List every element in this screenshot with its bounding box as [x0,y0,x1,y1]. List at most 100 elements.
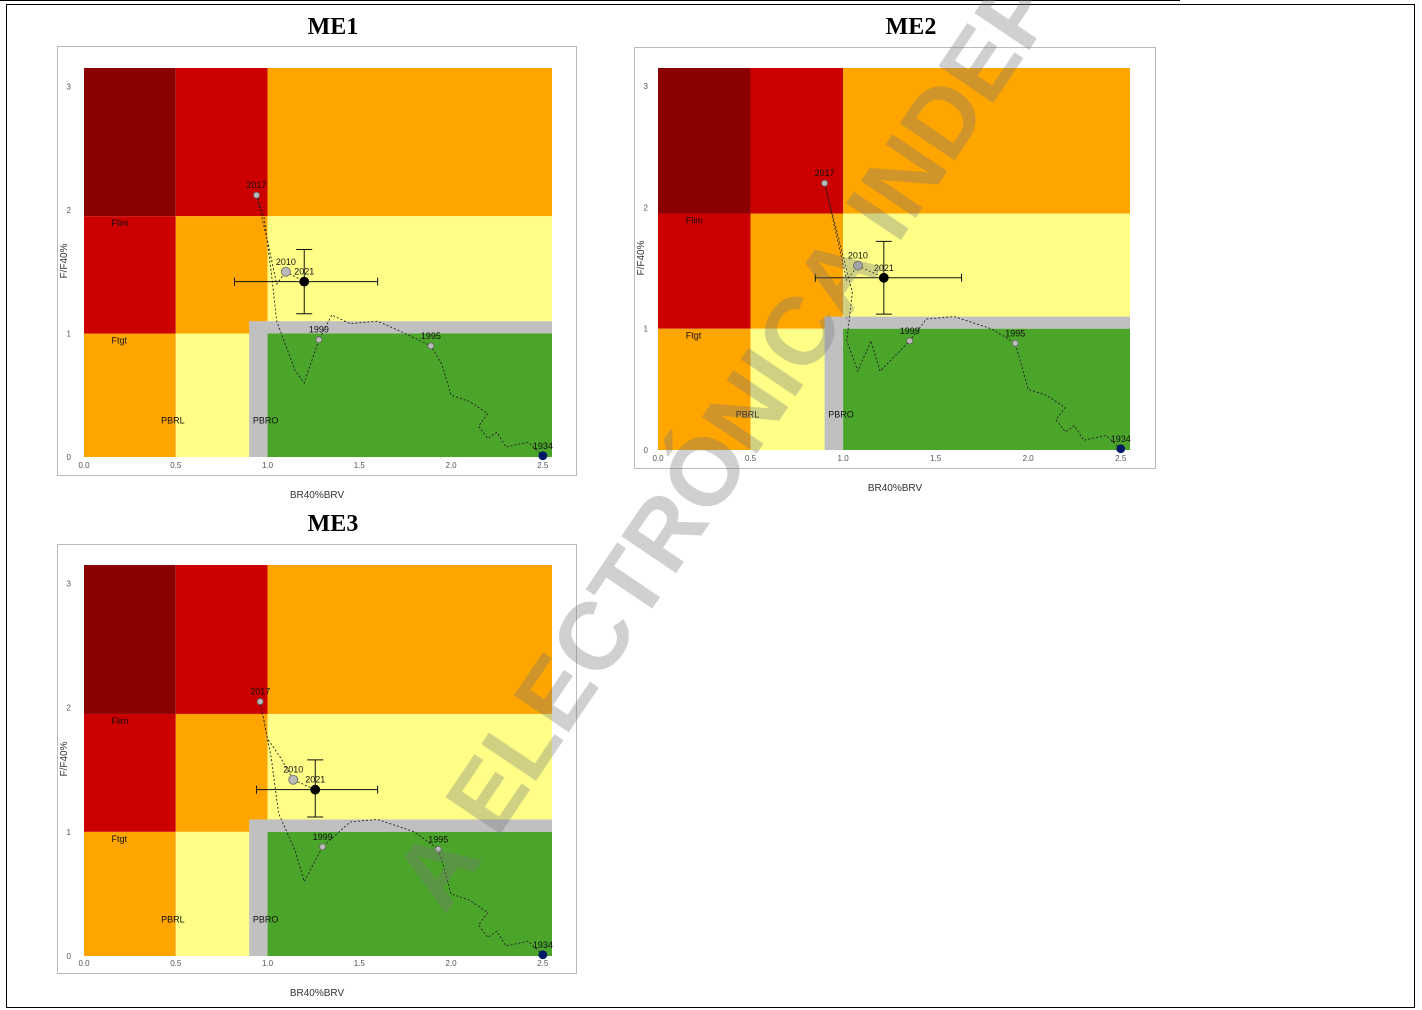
zone-red-top [750,68,844,214]
zone-orange-low [84,831,176,956]
zone-green [267,333,552,457]
zone-dark-red [658,68,751,214]
y-tick-label: 0 [67,952,72,961]
zone-orange-low [658,328,751,450]
year-label-1995: 1995 [421,331,441,341]
kobe-plot-me1: 0.0 0.5 1.0 1.5 2.0 2.5 0 1 2 3 BR40%BRV F/F40% Flim… [57,46,577,501]
point-1995 [427,342,435,350]
y-tick-label: 2 [67,206,72,215]
ftgt-label: Ftgt [686,331,702,341]
zone-grey-h [267,321,552,334]
x-tick-label: 1.0 [262,461,274,470]
point-1995 [1011,339,1019,347]
zone-orange-mid [175,713,268,832]
zone-dark-red [84,565,176,714]
point-1934 [1116,444,1126,454]
kobe-plot-me2: 0.0 0.5 1.0 1.5 2.0 2.5 0 1 2 3 BR40%BRV F/F40% Flim… [634,47,1156,494]
pbro-label: PBRO [253,416,279,426]
x-tick-label: 2.5 [537,461,549,470]
point-1934 [538,451,548,461]
zone-green [843,328,1130,450]
zone-orange-top [267,68,552,217]
x-tick-label: 0.0 [652,454,664,463]
point-1999 [315,336,323,344]
zone-grey-v [249,321,268,457]
zone-grey-h [843,316,1130,329]
year-label-1999: 1999 [309,325,329,335]
page-frame [6,4,1415,1008]
year-label-2010: 2010 [276,257,296,267]
zone-red-mid [84,216,176,334]
x-tick-label: 2.0 [1023,454,1035,463]
point-2021 [310,784,321,795]
point-1934 [538,950,548,960]
x-tick-label: 1.0 [262,959,274,968]
y-tick-label: 3 [67,580,72,589]
x-tick-label: 1.0 [838,454,850,463]
flim-label: Flim [112,218,129,228]
y-tick-label: 2 [644,203,649,212]
point-2010 [288,774,299,785]
zone-orange-low [84,333,176,457]
year-label-1999: 1999 [313,832,333,842]
trajectory-line [256,195,544,457]
year-label-2010: 2010 [283,765,303,775]
x-tick-label: 1.5 [354,959,366,968]
point-2017 [821,179,828,187]
x-tick-label: 2.5 [537,959,549,968]
flim-label: Flim [112,716,129,726]
zone-orange-top [843,68,1130,214]
chart-title-me1: ME1 [307,14,359,40]
zone-dark-red [84,68,176,217]
zone-red-mid [658,213,751,329]
point-2017 [253,191,260,199]
y-axis-label: F/F40% [59,243,70,278]
zone-orange-mid [750,213,844,329]
year-label-2017: 2017 [247,180,267,190]
x-tick-label: 0.0 [78,461,90,470]
trajectory-line [824,183,1122,450]
x-tick-label: 1.5 [354,461,366,470]
year-label-1934: 1934 [533,441,553,451]
x-tick-label: 2.0 [445,959,457,968]
point-2021 [299,276,310,287]
zone-red-mid [84,713,176,832]
y-tick-label: 0 [67,453,72,462]
year-label-2021: 2021 [294,267,314,277]
zone-yellow-mid [267,216,552,322]
x-axis-label: BR40%BRV [868,483,923,494]
pbrl-label: PBRL [161,914,185,924]
year-label-2010: 2010 [848,251,868,261]
year-label-1995: 1995 [1005,328,1025,338]
year-label-2021: 2021 [305,775,325,785]
zone-green [267,831,552,956]
x-tick-label: 0.0 [78,959,90,968]
year-label-1999: 1999 [900,326,920,336]
point-2010 [280,266,291,277]
y-tick-label: 2 [67,704,72,713]
zone-grey-v [824,316,844,450]
x-axis-label: BR40%BRV [290,988,345,999]
pbrl-label: PBRL [736,409,760,419]
y-axis-label: F/F40% [59,741,70,776]
zone-yellow-mid [843,213,1130,317]
x-tick-label: 1.5 [930,454,942,463]
point-1995 [434,845,442,853]
chart-title-me2: ME2 [885,14,937,40]
point-1999 [319,843,326,851]
zone-yellow-mid [267,713,552,820]
x-axis-label: BR40%BRV [290,490,345,501]
y-tick-label: 1 [67,828,72,837]
pbro-label: PBRO [828,409,854,419]
pbro-label: PBRO [253,914,279,924]
x-tick-label: 2.0 [445,461,457,470]
x-tick-label: 2.5 [1115,454,1127,463]
year-label-1995: 1995 [428,834,448,844]
kobe-plot-me3: 0.0 0.5 1.0 1.5 2.0 2.5 0 1 2 3 BR40%BRV F/F40% Flim… [57,544,577,999]
zone-red-top [175,565,268,714]
y-tick-label: 1 [67,330,72,339]
y-tick-label: 0 [644,446,649,455]
x-tick-label: 0.5 [170,959,182,968]
x-tick-label: 0.5 [745,454,757,463]
year-label-2017: 2017 [815,168,835,178]
